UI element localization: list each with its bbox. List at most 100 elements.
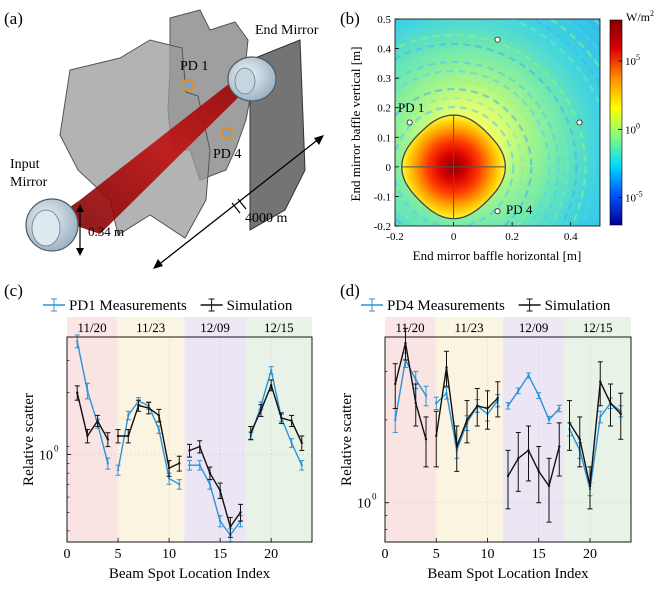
pd4-heatmap-label: PD 4 bbox=[506, 202, 533, 217]
ripple-ring bbox=[395, 105, 515, 226]
input-mirror-label-1: Input bbox=[10, 157, 40, 172]
heatmap-frame bbox=[394, 18, 601, 227]
data-point bbox=[147, 406, 150, 410]
pd1-marker bbox=[182, 79, 194, 91]
data-point bbox=[547, 418, 551, 422]
data-point bbox=[167, 466, 171, 470]
heatmap-ytick-label: 0.4 bbox=[377, 44, 391, 56]
date-band bbox=[67, 337, 118, 542]
data-point bbox=[599, 380, 602, 383]
panel-b: (b) -0.2 0 0.2 0.4-0.2-0.100.10.20.30.40.5 … bbox=[340, 9, 654, 263]
heatmap-markers bbox=[406, 36, 583, 215]
date-band bbox=[184, 337, 246, 542]
ripple-ring bbox=[395, 34, 587, 226]
panel-b-label: (b) bbox=[340, 9, 360, 28]
data-point bbox=[599, 415, 602, 419]
data-point bbox=[609, 401, 612, 405]
data-point bbox=[506, 404, 510, 407]
data-point bbox=[280, 416, 283, 420]
series-line bbox=[507, 446, 560, 488]
data-point bbox=[537, 470, 540, 473]
colorbar-unit: W/m2 bbox=[626, 9, 654, 24]
data-point bbox=[259, 409, 263, 412]
pd4-marker bbox=[221, 127, 233, 139]
data-point bbox=[537, 394, 540, 397]
data-point bbox=[157, 414, 161, 417]
pd-marker bbox=[494, 208, 501, 215]
data-point bbox=[290, 441, 293, 445]
ytick-label: 10 bbox=[39, 449, 53, 464]
data-point bbox=[116, 434, 120, 438]
data-point bbox=[476, 404, 479, 407]
date-band-strip bbox=[117, 317, 185, 337]
data-point bbox=[208, 483, 212, 486]
date-band-label: 12/15 bbox=[583, 320, 613, 335]
plot-frame bbox=[66, 336, 313, 543]
data-point bbox=[188, 449, 191, 452]
date-band bbox=[502, 337, 565, 542]
data-point bbox=[290, 419, 293, 422]
data-point bbox=[157, 428, 161, 431]
heatmap-ytick-label: 0.3 bbox=[377, 73, 391, 85]
ytick-exponent: 0 bbox=[54, 444, 59, 454]
plot-frame bbox=[384, 336, 632, 543]
heatmap-ytick-label: 0 bbox=[386, 162, 392, 174]
y-axis-label: Relative scatter bbox=[21, 393, 37, 486]
data-point bbox=[435, 434, 438, 438]
colorbar-tick-label: 100 bbox=[625, 121, 640, 136]
x-axis-label: Beam Spot Location Index bbox=[109, 566, 271, 582]
data-point bbox=[239, 511, 242, 514]
input-mirror-label-2: Mirror bbox=[10, 175, 48, 190]
data-point bbox=[435, 401, 438, 405]
heatmap-ripples bbox=[395, 19, 600, 226]
data-point bbox=[188, 463, 191, 467]
xtick-label: 20 bbox=[583, 547, 597, 562]
date-band-label: 12/15 bbox=[264, 320, 294, 335]
x-axis-label: Beam Spot Location Index bbox=[427, 566, 589, 582]
data-point bbox=[198, 463, 201, 467]
baffle-middle bbox=[59, 39, 211, 239]
data-point bbox=[178, 483, 181, 486]
data-point bbox=[300, 441, 303, 445]
data-point bbox=[394, 382, 397, 386]
colorbar-tick-label: 10-5 bbox=[625, 190, 643, 205]
data-point bbox=[445, 366, 448, 369]
xtick-label: 15 bbox=[532, 547, 546, 562]
pd4-label: PD 4 bbox=[213, 147, 241, 162]
dimension-large bbox=[153, 135, 324, 269]
data-point bbox=[465, 418, 469, 422]
data-point bbox=[116, 468, 120, 472]
data-point bbox=[588, 484, 592, 488]
date-band-label: 11/20 bbox=[396, 320, 425, 335]
data-point bbox=[218, 519, 222, 523]
date-band bbox=[117, 337, 185, 542]
ripple-ring bbox=[395, 25, 596, 226]
colorbar-tick-label: 105 bbox=[625, 53, 640, 68]
heatmap-ylabel: End mirror baffle vertical [m] bbox=[348, 47, 363, 202]
data-point bbox=[106, 438, 110, 441]
data-point bbox=[208, 471, 212, 475]
data-point bbox=[496, 396, 499, 400]
panel-c-label: (c) bbox=[4, 281, 23, 300]
data-point bbox=[300, 463, 303, 467]
dim-large-label: 4000 m bbox=[245, 211, 288, 226]
data-point bbox=[506, 474, 510, 478]
ripple-ring bbox=[395, 52, 569, 226]
data-point bbox=[414, 378, 417, 381]
data-point bbox=[424, 438, 428, 441]
ripple-ring bbox=[395, 87, 533, 226]
ytick-label: 10 bbox=[357, 497, 371, 512]
data-point bbox=[229, 525, 232, 529]
data-point bbox=[269, 369, 273, 372]
panel-c: (c) 11/2011/2312/0912/1511/2011/2312/091… bbox=[4, 281, 313, 582]
heatmap-field bbox=[395, 19, 600, 226]
data-point bbox=[619, 412, 622, 416]
pd-marker bbox=[576, 119, 583, 126]
ripple-ring bbox=[395, 78, 542, 226]
data-point bbox=[424, 394, 428, 397]
data-point bbox=[527, 374, 530, 377]
data-point bbox=[106, 462, 110, 465]
data-point bbox=[517, 457, 520, 460]
colorbar-ticks: 105 100 10-5 bbox=[618, 53, 643, 205]
data-point bbox=[249, 431, 252, 434]
